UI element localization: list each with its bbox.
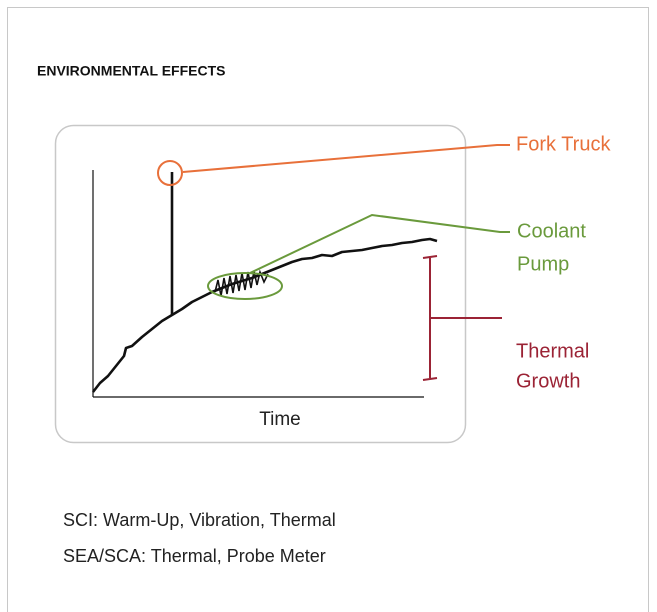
fork-truck-marker	[157, 160, 183, 186]
annotation: Pump	[517, 253, 569, 275]
signal-curve	[91, 237, 438, 393]
coolant-marker	[207, 272, 283, 300]
annotation: Growth	[516, 370, 580, 392]
fork-truck-leader	[182, 144, 510, 173]
thermal-bracket	[422, 255, 502, 381]
x-axis-label: Time	[259, 409, 301, 430]
plot-frame	[54, 124, 467, 444]
vibration-noise	[214, 269, 269, 297]
annotation: Coolant	[517, 220, 586, 242]
annotation: Thermal	[516, 340, 589, 362]
card-border	[7, 7, 649, 612]
title: ENVIRONMENTAL EFFECTS	[37, 63, 226, 79]
annotation: Fork Truck	[516, 133, 611, 155]
note: SCI: Warm-Up, Vibration, Thermal	[63, 510, 336, 530]
note: SEA/SCA: Thermal, Probe Meter	[63, 546, 326, 566]
coolant-leader	[249, 213, 510, 274]
